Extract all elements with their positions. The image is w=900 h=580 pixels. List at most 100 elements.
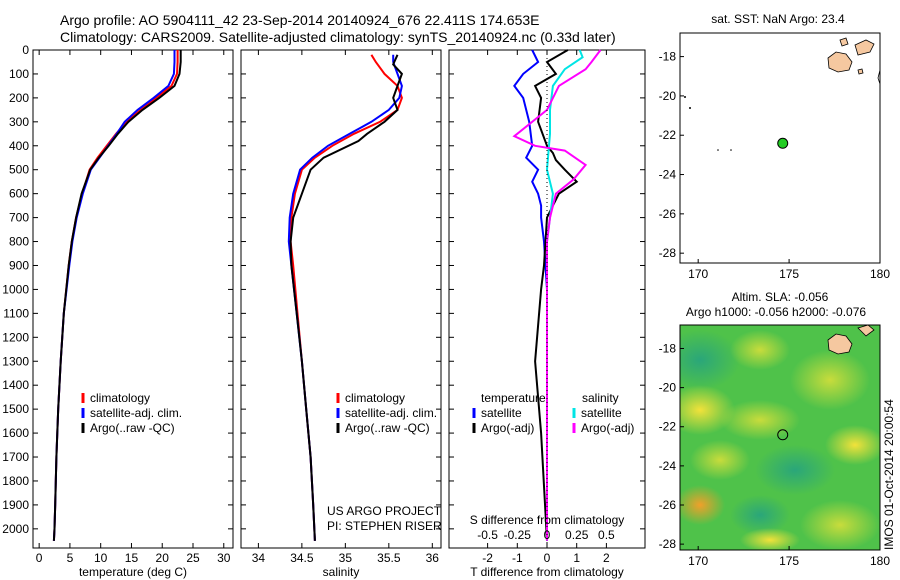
map-x-tick-label: 170 [688, 554, 708, 568]
credits-project: US ARGO PROJECT [327, 504, 442, 518]
y-tick-label: 300 [9, 115, 29, 129]
header-line-1: Argo profile: AO 5904111_42 23-Sep-2014 … [60, 12, 540, 28]
y-tick-label: 1300 [2, 354, 29, 368]
map-y-tick-label: -24 [659, 459, 677, 473]
sst-map-title: sat. SST: NaN Argo: 23.4 [711, 12, 845, 26]
series-line [52, 50, 179, 541]
y-tick-label: 1900 [2, 498, 29, 512]
legend-entry: satellite-adj. clim. [90, 406, 182, 420]
legend-entry: satellite [581, 406, 622, 420]
sla-map-frame [679, 324, 881, 551]
x-tick-label: 20 [156, 551, 170, 565]
series-line [512, 49, 602, 541]
s-tick-label: 0.25 [565, 528, 589, 542]
y-tick-label: 1400 [2, 378, 29, 392]
land-islet-2 [857, 68, 864, 75]
x-tick-label: 5 [67, 551, 74, 565]
plot-frame [32, 49, 234, 549]
sla-map-title: Altim. SLA: -0.056 [732, 290, 829, 304]
y-tick-label: 600 [9, 187, 29, 201]
series-line [287, 54, 403, 541]
salinity-panel: 34 34.5 35 35.5 36 salinity climatologysatelli… [240, 49, 442, 579]
map-x-tick-label: 175 [779, 554, 799, 568]
land-islands [684, 37, 881, 151]
side-label: IMOS 01-Oct-2014 20:00:54 [882, 399, 896, 550]
land-dot-2 [689, 107, 691, 109]
sla-map-subtitle: Argo h1000: -0.056 h2000: -0.076 [686, 305, 866, 319]
sst-map-points [777, 137, 789, 149]
map-y-tick-label: -28 [659, 246, 677, 260]
legend-entry: climatology [90, 391, 150, 405]
x-tick-label: 35 [339, 551, 353, 565]
y-tick-label: 1200 [2, 330, 29, 344]
sla-map-ticks: 170 175 180 -18 -20 -22 -24 -26 -28 [659, 341, 891, 568]
temperature-panel: 0 5 10 15 20 25 300100200300400500600700800900… [2, 43, 234, 579]
sla-map: Altim. SLA: -0.056 Argo h1000: -0.056 h2… [659, 290, 891, 568]
land-fiji-north [854, 39, 875, 56]
legend-entry: climatology [345, 391, 405, 405]
y-tick-label: 400 [9, 139, 29, 153]
x-tick-label: 34.5 [290, 551, 314, 565]
argo-location-marker [777, 429, 789, 441]
x-tick-label: 30 [217, 551, 231, 565]
argo-location-marker [777, 137, 789, 149]
x-tick-label: 15 [125, 551, 139, 565]
legend-entry: Argo(-adj) [481, 421, 534, 435]
y-tick-label: 700 [9, 211, 29, 225]
x-tick-label: 2 [603, 551, 610, 565]
x-tick-label: 10 [94, 551, 108, 565]
x-tick-label: 36 [426, 551, 440, 565]
y-tick-label: 1800 [2, 474, 29, 488]
x-axis-label: temperature (deg C) [79, 565, 187, 579]
plot-frame [240, 49, 442, 549]
y-tick-label: 200 [9, 91, 29, 105]
map-y-tick-label: -18 [659, 50, 677, 64]
land-dot-3 [717, 149, 719, 151]
map-y-tick-label: -18 [659, 341, 677, 355]
map-y-tick-label: -28 [659, 537, 677, 551]
x-tick-label: -1 [512, 551, 523, 565]
y-tick-label: 1500 [2, 402, 29, 416]
sla-map-points [777, 429, 789, 441]
y-tick-label: 1700 [2, 450, 29, 464]
credits-pi: PI: STEPHEN RISER [327, 519, 442, 533]
x-tick-label: 35.5 [377, 551, 401, 565]
sst-map: sat. SST: NaN Argo: 23.4 170 175 180 -18 -20… [659, 12, 891, 281]
y-tick-label: 1000 [2, 282, 29, 296]
land-fiji-main [827, 51, 853, 73]
y-tick-label: 500 [9, 163, 29, 177]
s-axis-label: S difference from climatology [470, 513, 625, 527]
x-tick-label: 1 [573, 551, 580, 565]
s-tick-label: 0.5 [598, 528, 615, 542]
map-y-tick-label: -26 [659, 207, 677, 221]
series-line [533, 49, 579, 541]
series-line [52, 50, 182, 541]
legend-entry: satellite-adj. clim. [345, 406, 437, 420]
x-tick-label: 34 [252, 551, 266, 565]
map-x-tick-label: 180 [870, 554, 890, 568]
legend-entry: Argo(-adj) [581, 421, 634, 435]
s-tick-label: 0 [544, 528, 551, 542]
y-tick-label: 1600 [2, 426, 29, 440]
y-tick-label: 100 [9, 67, 29, 81]
legend-entry: Argo(..raw -QC) [90, 421, 175, 435]
map-y-tick-label: -26 [659, 498, 677, 512]
map-y-tick-label: -22 [659, 420, 677, 434]
legend-group-temperature: temperature [481, 391, 546, 405]
sla-land-fiji [827, 333, 853, 355]
x-axis-label: salinity [323, 565, 360, 579]
y-tick-label: 0 [22, 43, 29, 57]
s-tick-label: -0.5 [477, 528, 498, 542]
map-y-tick-label: -20 [659, 381, 677, 395]
sla-field [680, 325, 880, 550]
land-edge [877, 69, 881, 85]
y-tick-label: 1100 [3, 306, 29, 320]
map-y-tick-label: -22 [659, 128, 677, 142]
map-y-tick-label: -24 [659, 168, 677, 182]
legend-entry: satellite [481, 406, 522, 420]
land-dot-1 [684, 96, 686, 98]
series-line [52, 50, 176, 541]
y-tick-label: 2000 [2, 522, 29, 536]
series-line [289, 54, 403, 541]
